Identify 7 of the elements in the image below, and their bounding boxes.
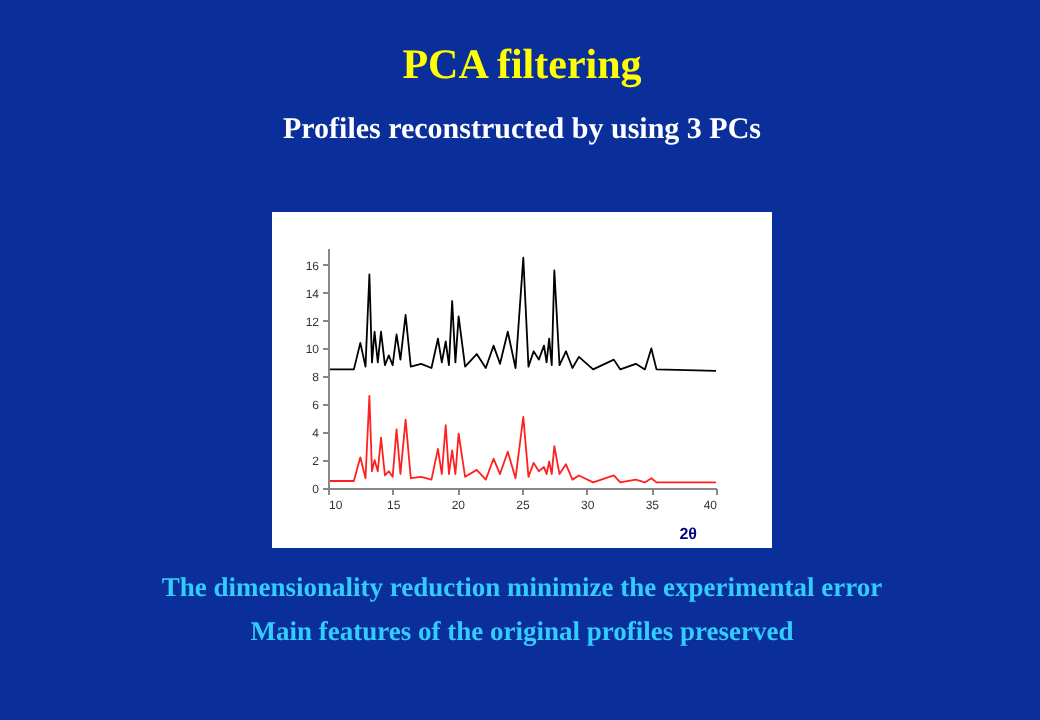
line-series [328, 256, 716, 372]
chart-title: PCA filtering [402, 40, 643, 88]
line-series [328, 395, 716, 484]
text: Main features of the original profiles preserved [250, 616, 795, 646]
text: The dimensionality reduction minimize the experimental error [161, 572, 883, 602]
chart-subtitle: Profiles reconstructed by using 3 PCs [282, 114, 762, 146]
x-axis-title: 2θ [679, 525, 697, 543]
